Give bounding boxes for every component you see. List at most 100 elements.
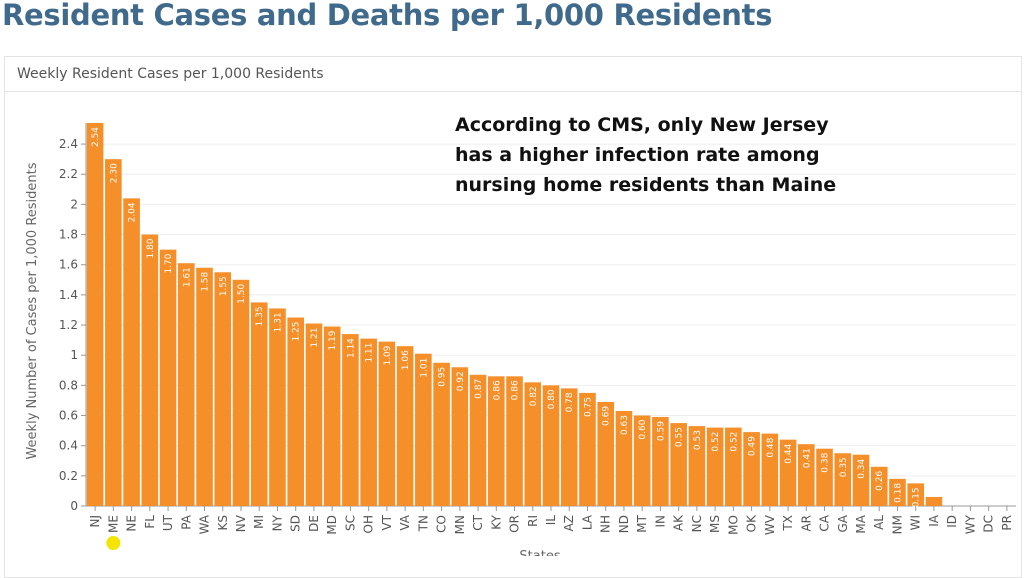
bar-DE	[305, 323, 323, 506]
bar-NY	[269, 308, 286, 506]
bar-GA	[834, 453, 852, 506]
x-tick-label: PR	[1000, 515, 1014, 531]
bar-MD	[323, 326, 341, 506]
data-label: 1.70	[164, 253, 174, 273]
data-label: 0.60	[638, 419, 648, 439]
x-tick-label: AZ	[562, 515, 576, 531]
x-tick-label: WA	[198, 514, 212, 534]
x-tick-label: RI	[526, 515, 540, 527]
data-label: 1.01	[419, 358, 429, 378]
bar-CT	[469, 374, 487, 506]
data-label: 1.80	[146, 238, 156, 258]
bar-MN	[451, 367, 469, 506]
x-tick-label: MO	[726, 515, 740, 535]
x-tick-label: NM	[890, 515, 904, 534]
bar-OK	[743, 432, 760, 506]
data-label: 0.80	[547, 389, 557, 409]
x-tick-label: MT	[635, 514, 649, 532]
annotation-line: has a higher infection rate among	[455, 144, 820, 166]
data-label: 1.31	[273, 312, 283, 332]
x-axis-label: States	[519, 549, 560, 556]
x-tick-label: MI	[252, 515, 266, 529]
bar-AR	[797, 444, 815, 506]
highlight-dot-icon	[106, 536, 121, 550]
data-label: 1.50	[237, 284, 247, 304]
data-label: 1.55	[219, 276, 229, 296]
data-label: 0.63	[620, 415, 630, 435]
data-label: 0.55	[675, 427, 685, 447]
annotation-line: nursing home residents than Maine	[455, 174, 837, 196]
bar-UT	[159, 249, 177, 506]
x-tick-label: WV	[763, 514, 777, 535]
data-label: 0.49	[748, 436, 758, 456]
bar-NJ	[86, 122, 104, 506]
y-tick-label: 0.4	[59, 439, 78, 453]
y-tick-label: 2.2	[59, 167, 78, 181]
x-tick-label: TN	[416, 515, 430, 532]
x-tick-label: IL	[544, 515, 558, 526]
x-tick-label: FL	[143, 515, 157, 529]
data-label: 2.04	[128, 202, 138, 222]
data-label: 0.38	[821, 452, 831, 472]
x-tick-label: VA	[398, 514, 412, 530]
y-tick-label: 0.2	[59, 469, 78, 483]
data-label: 0.87	[474, 379, 484, 399]
bar-NV	[232, 279, 250, 506]
y-axis-label: Weekly Number of Cases per 1,000 Residen…	[25, 162, 40, 459]
x-tick-label: NV	[234, 514, 248, 532]
y-tick-label: 1.4	[59, 288, 78, 302]
data-label: 1.19	[328, 330, 338, 350]
data-label: 0.86	[511, 380, 521, 400]
x-tick-label: AR	[799, 515, 813, 532]
data-label: 0.26	[875, 471, 885, 491]
bar-KY	[487, 376, 505, 506]
data-label: 1.35	[255, 306, 265, 326]
annotation: According to CMS, only New Jersey has a …	[455, 110, 836, 200]
bar-SD	[287, 317, 305, 506]
data-label: 1.09	[383, 345, 393, 365]
x-tick-label: UT	[161, 514, 175, 531]
bar-MT	[633, 415, 651, 506]
data-label: 0.52	[711, 432, 721, 452]
bar-IL	[542, 385, 560, 506]
x-tick-label: MN	[453, 515, 467, 534]
bar-IA	[925, 496, 943, 506]
bar-CA	[816, 448, 833, 506]
x-tick-label: IA	[927, 514, 941, 527]
x-tick-label: DC	[982, 515, 996, 533]
x-tick-label: KY	[489, 514, 503, 529]
x-tick-label: AK	[672, 514, 686, 531]
x-tick-label: NY	[270, 514, 284, 531]
x-tick-label: KS	[216, 515, 230, 531]
bar-MA	[852, 454, 870, 506]
x-tick-label: OR	[508, 515, 522, 533]
data-label: 0.18	[893, 483, 903, 503]
bar-NE	[123, 198, 140, 507]
data-label: 0.44	[784, 443, 794, 463]
x-tick-label: CT	[471, 514, 485, 530]
x-tick-label: MS	[708, 515, 722, 533]
data-label: 0.59	[656, 421, 666, 441]
y-tick-label: 0	[70, 499, 78, 513]
bar-AZ	[560, 388, 578, 506]
data-label: 1.58	[201, 271, 211, 291]
data-label: 1.06	[401, 350, 411, 370]
x-tick-label: ID	[945, 515, 959, 528]
x-tick-label: NJ	[88, 515, 102, 528]
y-tick-label: 2	[70, 197, 78, 211]
y-tick-label: 2.4	[59, 137, 78, 151]
data-label: 0.41	[802, 448, 812, 468]
x-tick-label: CO	[435, 515, 449, 533]
x-tick-label: GA	[836, 514, 850, 532]
annotation-line: According to CMS, only New Jersey	[455, 114, 829, 136]
bar-VA	[396, 346, 414, 506]
panel-header: Weekly Resident Cases per 1,000 Resident…	[5, 57, 1021, 92]
data-label: 1.14	[346, 338, 356, 358]
data-label: 0.52	[729, 432, 739, 452]
x-tick-label: SC	[343, 515, 357, 531]
x-tick-label: PA	[179, 514, 193, 529]
x-tick-label: CA	[818, 514, 832, 531]
page-title: Resident Cases and Deaths per 1,000 Resi…	[2, 0, 773, 32]
data-label: 1.61	[182, 267, 192, 287]
bar-TX	[779, 439, 797, 506]
